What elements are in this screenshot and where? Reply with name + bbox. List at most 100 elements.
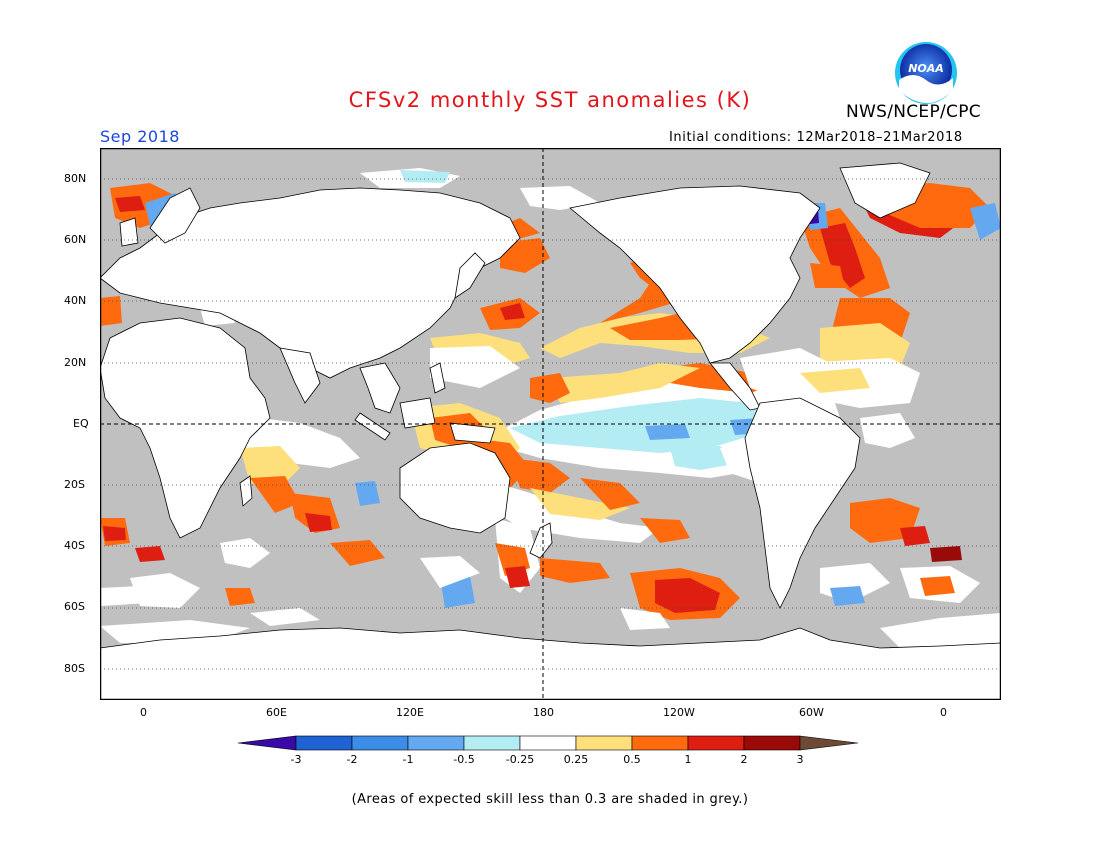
anomaly-patch [655,578,720,613]
anomaly-patch [500,238,550,273]
lon-label: 0 [940,706,947,719]
anomaly-patch [860,413,915,448]
anomaly-patch [430,346,520,388]
lon-label: 60E [266,706,287,719]
anomaly-patch [305,513,332,532]
anomaly-patch [510,458,570,493]
colorbar-segment [519,735,577,751]
land-masses [100,162,1001,700]
colorbar-segment [407,735,465,751]
anomaly-patch [330,540,385,566]
lon-label: 60W [799,706,824,719]
colorbar [238,735,859,751]
anomaly-patch [900,526,930,546]
lat-label: EQ [73,417,89,430]
anomaly-patch [810,263,845,288]
anomaly-patch [500,303,525,320]
anomaly-patch [250,608,320,626]
colorbar-tick-label: -1 [402,753,414,766]
land-north-america [569,185,821,364]
anomaly-patch [540,558,610,583]
land-australia [399,442,511,534]
anomaly-patch [103,526,126,541]
lat-label: 60N [64,233,87,246]
anomaly-patch [580,478,640,510]
chart-title: CFSv2 monthly SST anomalies (K) [348,88,752,112]
colorbar-tick-label: -0.25 [505,753,535,766]
land-scandinavia [149,187,201,244]
colorbar-low-extend [238,735,297,751]
initial-conditions: Initial conditions: 12Mar2018–21Mar2018 [669,130,963,145]
lat-label: 60S [64,600,85,613]
lat-label: 80N [64,172,87,185]
land-borneo [399,397,436,429]
colorbar-segment [295,735,353,751]
land-uk [119,217,139,247]
anomaly-patch [250,476,300,513]
lon-label: 180 [533,706,554,719]
anomaly-patch [930,546,962,562]
anomaly-patch [530,488,630,520]
anomaly-patch [355,481,380,506]
footnote: (Areas of expected skill less than 0.3 a… [351,792,749,807]
anomaly-patch [880,613,1001,648]
lat-label: 80S [64,662,85,675]
anomaly-patch [510,398,790,453]
land-greenland [839,162,931,219]
lon-label: 120W [663,706,695,719]
colorbar-tick-label: 0.25 [563,753,589,766]
anomaly-patch [640,518,690,543]
land-philippines [429,362,446,394]
colorbar-segment [743,735,801,751]
colorbar-tick-label: -2 [346,753,358,766]
anomaly-patch [550,363,700,403]
colorbar-tick-label: 3 [796,753,804,766]
colorbar-segment [351,735,409,751]
anomaly-patch [400,170,450,183]
anomaly-patch [830,586,865,606]
land-sumatra [354,412,391,441]
sst-anomaly-map [100,148,1001,700]
land-madagascar [239,475,253,507]
land-japan [454,252,486,299]
colorbar-segment [463,735,521,751]
lat-label: 40S [64,539,85,552]
land-antarctica [100,627,1001,700]
anomaly-patch [100,586,150,606]
colorbar-tick-label: -3 [290,753,302,766]
anomaly-patch [100,296,122,326]
colorbar-tick-label: 2 [740,753,748,766]
anomaly-patch [970,203,1001,240]
lon-label: 0 [140,706,147,719]
colorbar-segment [631,735,689,751]
colorbar-high-extend [799,735,859,751]
anomaly-patch [645,424,690,440]
land-india [279,347,321,404]
anomaly-patch [135,546,165,562]
lon-label: 120E [396,706,424,719]
anomaly-patch [115,196,145,212]
land-south-america [744,397,861,609]
anomaly-patch [530,373,570,403]
anomaly-patch [505,566,530,588]
anomaly-patch [800,368,870,393]
lat-label: 20S [64,478,85,491]
forecast-month: Sep 2018 [100,127,180,146]
anomaly-patch [820,223,865,288]
colorbar-tick-label: -0.5 [453,753,475,766]
colorbar-tick-label: 0.5 [623,753,641,766]
lat-label: 40N [64,294,87,307]
colorbar-segment [575,735,633,751]
land-new-guinea [449,422,496,444]
lat-label: 20N [64,356,87,369]
land-africa [100,317,271,539]
agency-label: NWS/NCEP/CPC [846,102,981,122]
anomaly-patch [920,576,955,596]
colorbar-segment [687,735,745,751]
colorbar-tick-label: 1 [684,753,692,766]
anomaly-patch [420,556,480,588]
anomaly-patch [620,608,670,630]
anomaly-patch [220,538,270,568]
anomaly-patch [225,588,255,606]
noaa-logo: NOAA [895,42,957,104]
